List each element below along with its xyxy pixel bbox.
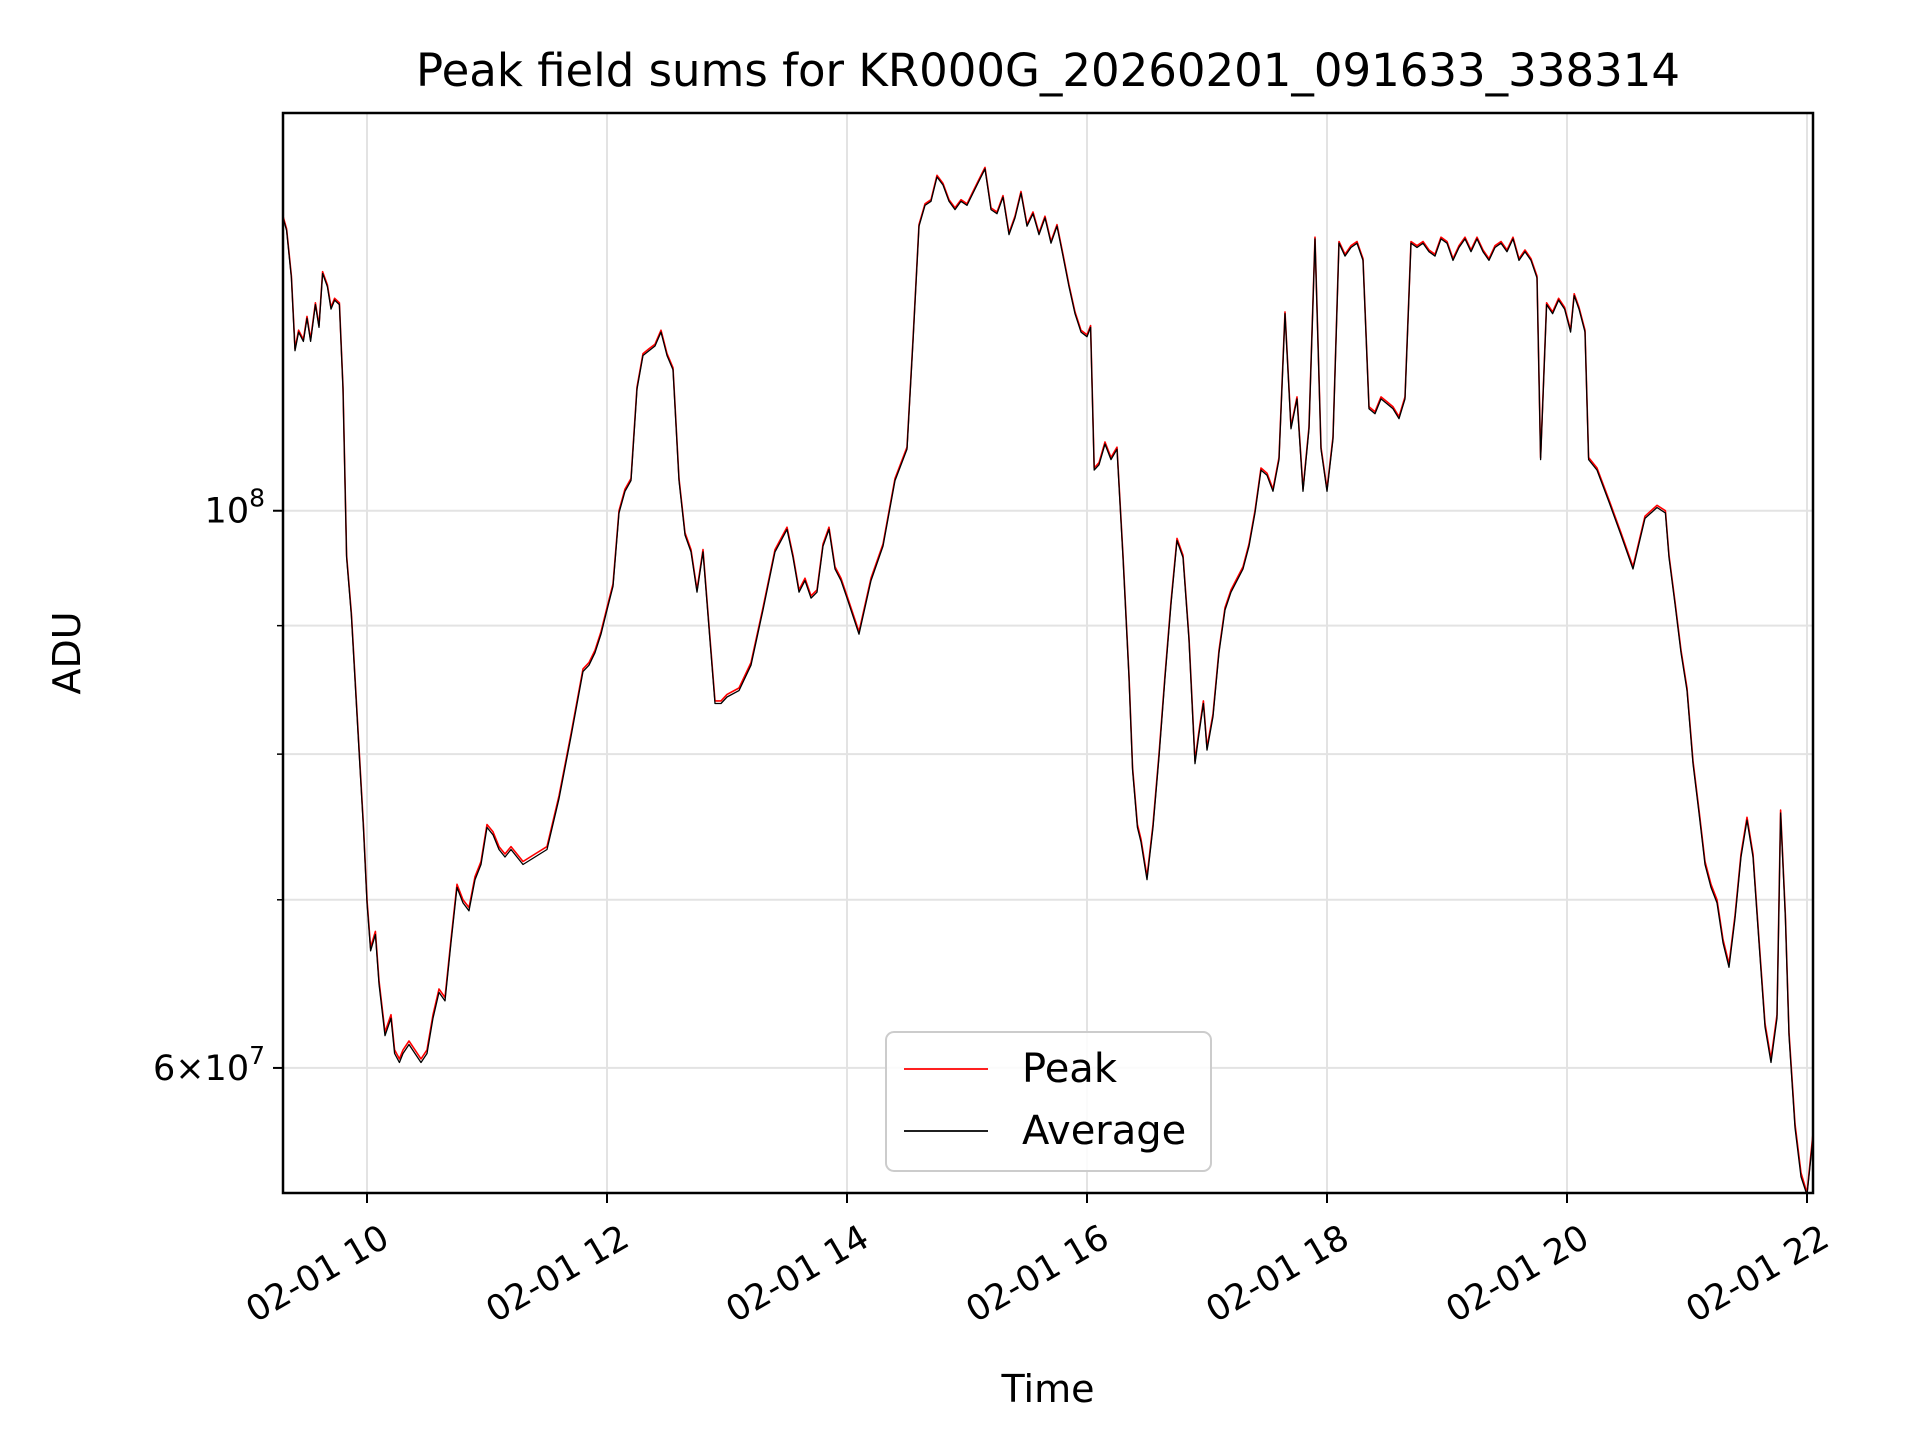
grid-lines	[283, 113, 1813, 1193]
legend: Peak Average	[885, 1031, 1212, 1172]
plot-frame	[281, 111, 1815, 1195]
legend-box	[885, 1031, 1212, 1172]
y-axis-label: ADU	[45, 611, 89, 694]
x-axis-label: Time	[1001, 1367, 1095, 1411]
legend-label-average: Average	[1022, 1108, 1186, 1154]
y-tick-label: 6×107	[153, 1041, 265, 1089]
series-layer	[283, 166, 1813, 1193]
y-tick-label: 108	[205, 484, 265, 532]
legend-label-peak: Peak	[1022, 1046, 1118, 1092]
series-line-average	[283, 168, 1813, 1193]
y-axis-ticks: 6×107 108	[153, 484, 283, 1089]
chart-title: Peak field sums for KR000G_20260201_0916…	[416, 44, 1680, 97]
